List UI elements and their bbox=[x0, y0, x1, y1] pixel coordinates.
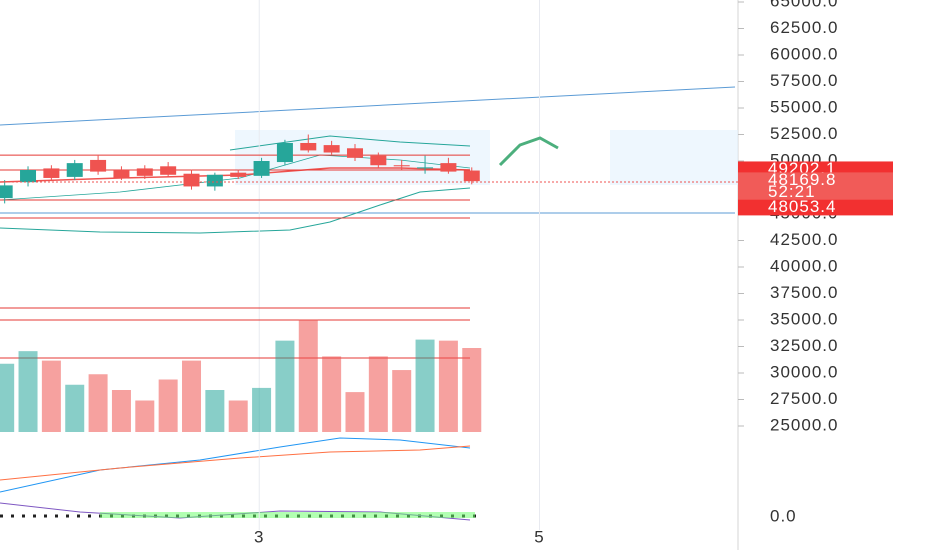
volume-bar bbox=[158, 379, 178, 432]
y-tick-label: 32500.0 bbox=[770, 336, 838, 355]
candle-body bbox=[206, 174, 223, 187]
y-tick-label: 52500.0 bbox=[770, 124, 838, 143]
arrow-projection bbox=[498, 136, 559, 167]
y-tick-label: 42500.0 bbox=[770, 230, 838, 249]
candle-body bbox=[0, 185, 13, 199]
volume-bar bbox=[462, 348, 482, 432]
volume-bar bbox=[88, 374, 108, 432]
band-middle bbox=[0, 154, 471, 201]
volume-bar bbox=[65, 384, 85, 432]
candle-body bbox=[253, 161, 270, 176]
oscillator-fill bbox=[100, 512, 475, 518]
volume-bar bbox=[0, 363, 15, 432]
signal-line bbox=[0, 445, 471, 481]
candle-body bbox=[440, 163, 457, 172]
candle-body bbox=[370, 155, 387, 166]
price-label: 48169.8 bbox=[768, 170, 836, 189]
moving-average bbox=[0, 167, 471, 183]
y-tick-label: 60000.0 bbox=[770, 44, 838, 63]
volume-bar bbox=[345, 392, 365, 432]
candle-body bbox=[43, 168, 60, 178]
y-tick-label: 35000.0 bbox=[770, 309, 838, 328]
candle-body bbox=[183, 173, 200, 187]
y-tick-label: 40000.0 bbox=[770, 256, 838, 275]
candle-body bbox=[20, 170, 37, 183]
candle-body bbox=[276, 142, 293, 163]
candle-body bbox=[417, 167, 434, 169]
volume-bar bbox=[41, 360, 61, 432]
candle-body bbox=[346, 148, 363, 158]
x-tick-label: 3 bbox=[254, 527, 264, 546]
y-tick-label: 27500.0 bbox=[770, 389, 838, 408]
volume-bar bbox=[438, 340, 458, 432]
volume-bar bbox=[298, 319, 318, 432]
price-timer: 52:21 bbox=[768, 182, 816, 201]
candle-body bbox=[66, 163, 83, 177]
x-tick-label: 5 bbox=[534, 527, 544, 546]
y-tick-label: 65000.0 bbox=[770, 0, 838, 10]
volume-bar bbox=[135, 400, 155, 432]
volume-profile bbox=[610, 130, 738, 185]
volume-bar bbox=[111, 390, 131, 432]
y-tick-label: 30000.0 bbox=[770, 362, 838, 381]
y-tick-label: 57500.0 bbox=[770, 71, 838, 90]
candle-body bbox=[300, 142, 317, 151]
volume-bar bbox=[205, 390, 225, 432]
oscillator-pane bbox=[0, 502, 478, 521]
volume-bar bbox=[368, 356, 388, 432]
candle-body bbox=[230, 172, 247, 177]
candle-body bbox=[90, 159, 107, 172]
volume-bar bbox=[228, 400, 248, 432]
volume-bar bbox=[415, 339, 435, 432]
price-label-box bbox=[738, 172, 893, 200]
candle-body bbox=[393, 165, 410, 167]
price-label: 48053.4 bbox=[768, 197, 836, 216]
price-label-box bbox=[738, 199, 893, 216]
volume-bar bbox=[392, 370, 412, 432]
macd-pane bbox=[0, 437, 471, 493]
volume-bar bbox=[322, 356, 342, 432]
candle-body bbox=[136, 168, 153, 176]
volume-bar bbox=[18, 351, 38, 432]
candle-body bbox=[323, 145, 340, 153]
volume-bar bbox=[275, 340, 295, 432]
candle-body bbox=[113, 170, 130, 178]
band-lower bbox=[0, 187, 471, 234]
y-tick-label: 62500.0 bbox=[770, 18, 838, 37]
y-tick-label: 37500.0 bbox=[770, 283, 838, 302]
y-tick-label: 25000.0 bbox=[770, 415, 838, 434]
volume-bar bbox=[252, 387, 272, 432]
candle-body bbox=[463, 170, 480, 182]
oscillator-tick-label: 0.0 bbox=[770, 506, 797, 525]
y-tick-label: 55000.0 bbox=[770, 97, 838, 116]
candle-body bbox=[160, 166, 177, 175]
trend-line bbox=[0, 86, 736, 126]
volume-bar bbox=[182, 360, 202, 432]
